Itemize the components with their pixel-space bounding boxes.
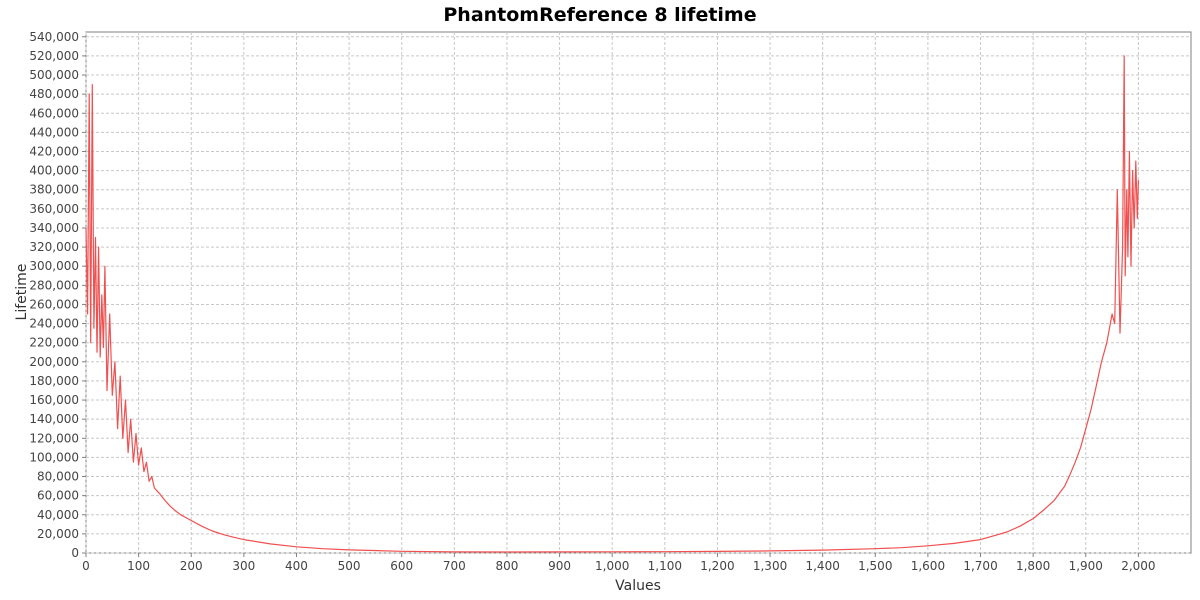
y-tick-label: 460,000 — [29, 106, 79, 120]
y-tick-label: 340,000 — [29, 221, 79, 235]
x-tick-label: 1,000 — [595, 559, 629, 573]
y-tick-label: 120,000 — [29, 431, 79, 445]
x-tick-label: 0 — [82, 559, 90, 573]
x-tick-label: 800 — [495, 559, 518, 573]
x-tick-label: 200 — [180, 559, 203, 573]
x-tick-label: 700 — [443, 559, 466, 573]
x-tick-label: 500 — [338, 559, 361, 573]
plot-area — [85, 31, 1192, 554]
y-tick-label: 0 — [71, 546, 79, 560]
y-tick-label: 380,000 — [29, 183, 79, 197]
grid-lines — [85, 32, 1191, 554]
y-axis-label: Lifetime — [14, 264, 30, 321]
x-tick-label: 100 — [127, 559, 150, 573]
x-tick-label: 400 — [285, 559, 308, 573]
y-tick-label: 60,000 — [37, 489, 79, 503]
x-tick-label: 600 — [390, 559, 413, 573]
y-tick-label: 180,000 — [29, 374, 79, 388]
y-tick-label: 160,000 — [29, 393, 79, 407]
y-tick-label: 500,000 — [29, 68, 79, 82]
y-tick-label: 360,000 — [29, 202, 79, 216]
y-tick-label: 400,000 — [29, 164, 79, 178]
x-tick-label: 300 — [232, 559, 255, 573]
series-layer — [85, 55, 1139, 553]
y-tick-label: 420,000 — [29, 144, 79, 158]
x-tick-label: 900 — [548, 559, 571, 573]
x-tick-label: 1,100 — [648, 559, 682, 573]
x-tick-label: 1,600 — [911, 559, 945, 573]
y-tick-label: 280,000 — [29, 278, 79, 292]
y-tick-label: 480,000 — [29, 87, 79, 101]
y-tick-label: 200,000 — [29, 355, 79, 369]
y-tick-label: 140,000 — [29, 412, 79, 426]
y-tick-label: 440,000 — [29, 125, 79, 139]
x-tick-label: 1,400 — [805, 559, 839, 573]
x-tick-label: 1,300 — [753, 559, 787, 573]
x-tick-label: 1,500 — [858, 559, 892, 573]
x-tick-label: 1,200 — [700, 559, 734, 573]
y-tick-label: 320,000 — [29, 240, 79, 254]
y-tick-label: 100,000 — [29, 450, 79, 464]
y-tick-label: 240,000 — [29, 317, 79, 331]
x-tick-label: 1,700 — [963, 559, 997, 573]
y-tick-label: 220,000 — [29, 336, 79, 350]
x-axis-label: Values — [615, 578, 661, 594]
x-axis: 0 100 200 300 400 500 600 700 800 900 1,000 1,100 1,… — [82, 553, 1156, 573]
x-tick-label: 1,900 — [1069, 559, 1103, 573]
series-line-0 — [85, 55, 1139, 553]
y-tick-label: 20,000 — [37, 527, 79, 541]
y-tick-label: 80,000 — [37, 470, 79, 484]
y-tick-label: 40,000 — [37, 508, 79, 522]
y-axis: 0 20,000 40,000 60,000 80,000 100,000 120,000 1… — [29, 30, 86, 560]
x-tick-label: 2,000 — [1121, 559, 1155, 573]
y-tick-label: 260,000 — [29, 297, 79, 311]
y-tick-label: 540,000 — [29, 30, 79, 44]
x-tick-label: 1,800 — [1016, 559, 1050, 573]
y-tick-label: 300,000 — [29, 259, 79, 273]
chart-title: PhantomReference 8 lifetime — [443, 4, 756, 26]
y-tick-label: 520,000 — [29, 49, 79, 63]
